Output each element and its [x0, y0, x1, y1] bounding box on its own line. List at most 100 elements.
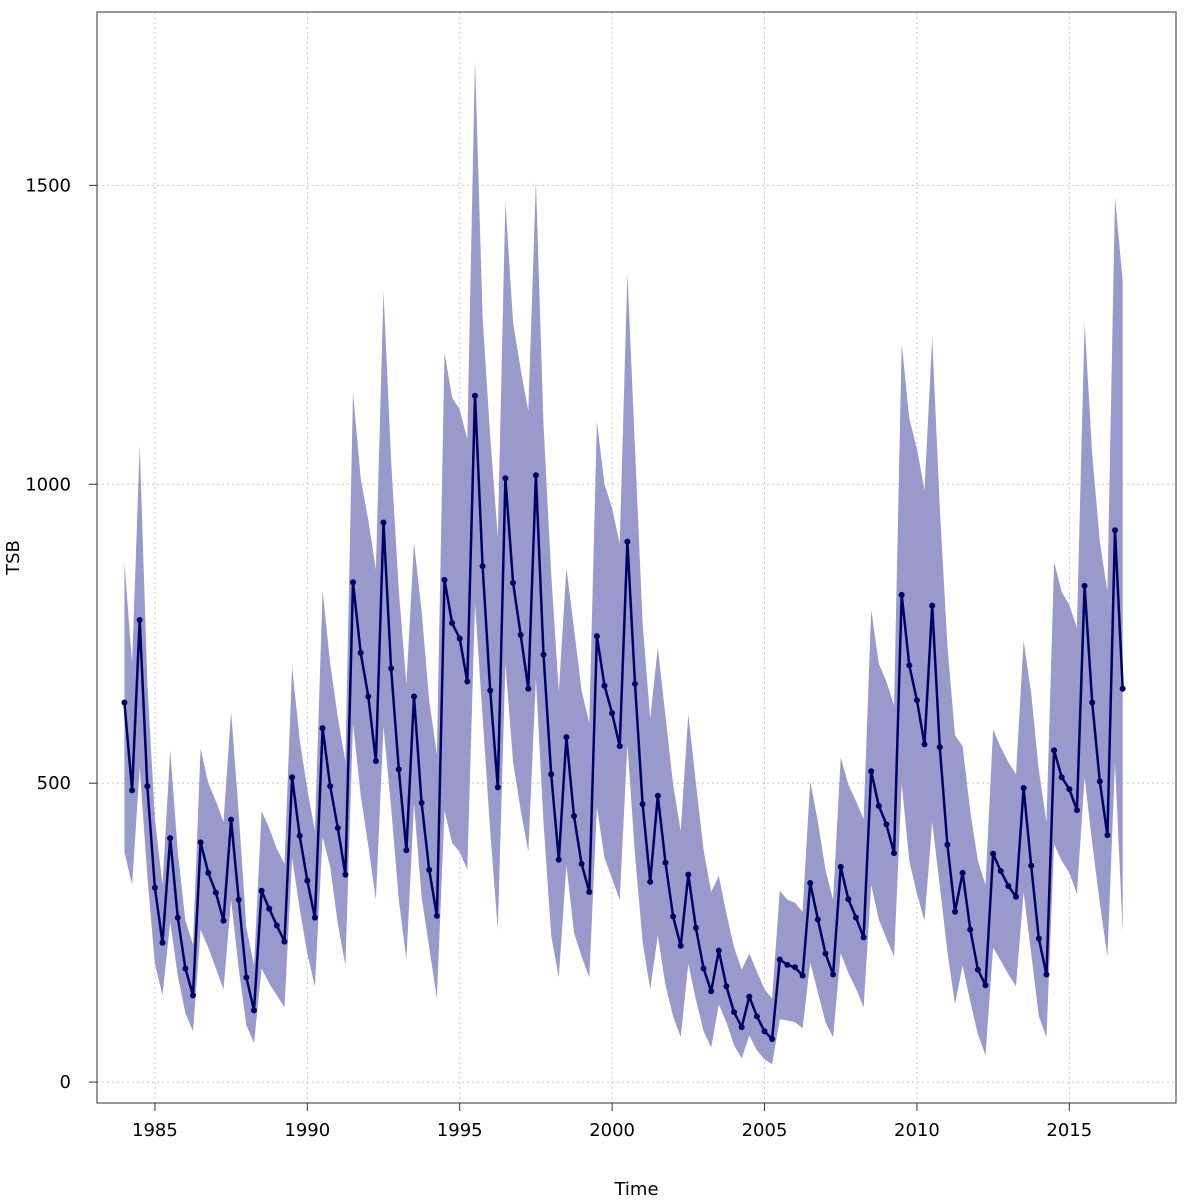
data-point [784, 961, 791, 968]
data-point [258, 887, 265, 894]
data-point [1012, 893, 1019, 900]
data-point [715, 947, 722, 954]
data-point [929, 602, 936, 609]
data-point [852, 914, 859, 921]
data-point [776, 956, 783, 963]
data-point [1028, 862, 1035, 869]
data-point [1081, 582, 1088, 589]
data-point [296, 832, 303, 839]
y-tick-label: 0 [60, 1072, 71, 1093]
data-point [410, 693, 417, 700]
data-point [654, 792, 661, 799]
data-point [997, 868, 1004, 875]
plot-frame [96, 11, 1177, 1104]
data-point [456, 635, 463, 642]
data-point [860, 934, 867, 941]
axes: 1985 1990 1995 2000 2005 2010 2015 0 500 1000 1500 [25, 175, 1092, 1141]
data-point [205, 869, 212, 876]
data-point [433, 912, 440, 919]
data-point [532, 472, 539, 479]
data-point [586, 888, 593, 895]
data-point [220, 917, 227, 924]
data-point [616, 743, 623, 750]
data-point [281, 938, 288, 945]
data-point [190, 992, 197, 999]
y-tick-label: 500 [37, 773, 71, 794]
tsb-points [121, 392, 1126, 1043]
data-point [898, 591, 905, 598]
data-point [982, 982, 989, 989]
data-point [677, 942, 684, 949]
data-point [593, 633, 600, 640]
data-point [372, 758, 379, 765]
data-point [1043, 971, 1050, 978]
data-point [1104, 832, 1111, 839]
data-point [129, 787, 136, 794]
data-point [959, 869, 966, 876]
x-tick-label: 2005 [742, 1120, 788, 1141]
data-point [1020, 784, 1027, 791]
data-point [609, 710, 616, 717]
data-point [883, 821, 890, 828]
y-tick-label: 1000 [25, 474, 71, 495]
data-point [487, 687, 494, 694]
data-point [555, 856, 562, 863]
data-point [243, 974, 250, 981]
data-point [502, 475, 509, 482]
x-tick-label: 1990 [284, 1120, 330, 1141]
data-point [228, 816, 235, 823]
y-tick-label: 1500 [25, 175, 71, 196]
data-point [136, 616, 143, 623]
data-point [738, 1024, 745, 1031]
data-point [791, 964, 798, 971]
data-point [174, 914, 181, 921]
data-point [807, 880, 814, 887]
data-point [304, 877, 311, 884]
data-point [418, 799, 425, 806]
data-point [571, 813, 578, 820]
data-point [121, 699, 128, 706]
data-point [357, 649, 364, 656]
data-point [906, 662, 913, 669]
data-point [311, 914, 318, 921]
data-point [685, 871, 692, 878]
data-point [875, 802, 882, 809]
data-point [1119, 685, 1126, 692]
data-point [471, 392, 478, 399]
data-point [891, 850, 898, 857]
data-point [799, 972, 806, 979]
data-point [952, 908, 959, 915]
data-point [1089, 699, 1096, 706]
data-point [692, 924, 699, 931]
data-point [525, 685, 532, 692]
data-point [479, 563, 486, 570]
data-point [334, 825, 341, 832]
data-point [746, 993, 753, 1000]
data-point [449, 619, 456, 626]
data-point [365, 693, 372, 700]
data-point [235, 896, 242, 903]
data-point [426, 866, 433, 873]
confidence-band [124, 59, 1123, 1065]
data-point [830, 971, 837, 978]
data-point [167, 835, 174, 842]
data-point [403, 847, 410, 854]
data-point [540, 651, 547, 658]
data-point [631, 680, 638, 687]
data-point [342, 871, 349, 878]
data-point [822, 950, 829, 957]
data-point [814, 916, 821, 923]
data-point [273, 922, 280, 929]
data-point [1051, 747, 1058, 754]
data-point [670, 913, 677, 920]
data-point [845, 896, 852, 903]
data-point [1058, 774, 1065, 781]
data-point [731, 1009, 738, 1016]
data-point [266, 905, 273, 912]
data-point [662, 859, 669, 866]
data-point [868, 768, 875, 775]
data-point [967, 926, 974, 933]
data-point [151, 884, 158, 891]
data-point [601, 682, 608, 689]
